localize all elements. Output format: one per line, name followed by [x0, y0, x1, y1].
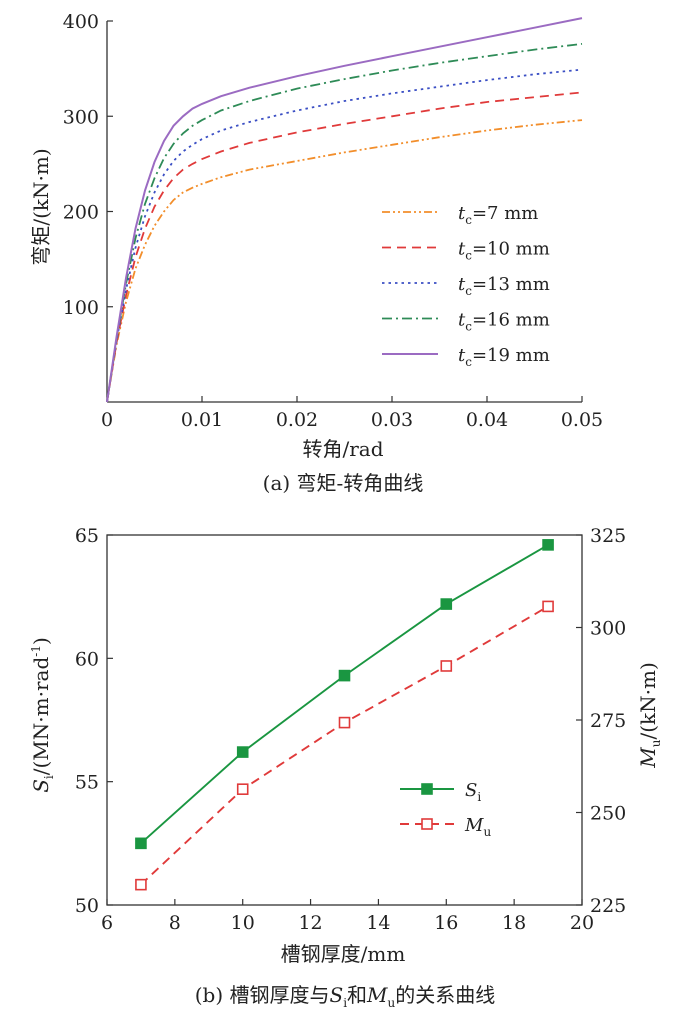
- x-tick-label: 0.02: [276, 409, 318, 431]
- chart-a-series: [106, 17, 583, 403]
- series-line-3: [106, 43, 583, 403]
- chart-a-x-tick-labels: 0 0.01 0.02 0.03 0.04 0.05: [101, 409, 603, 431]
- legend-marker-1: [421, 818, 433, 830]
- y-tick-label: 300: [63, 106, 99, 128]
- legend-subscript: c: [465, 284, 472, 298]
- legend-name: M: [464, 815, 484, 836]
- series-marker-1: [440, 660, 453, 672]
- left-tick-label: 55: [75, 772, 99, 794]
- legend-value: =16 mm: [472, 310, 550, 331]
- chart-b-series: [135, 539, 554, 891]
- x-tick-label: 0.03: [371, 409, 413, 431]
- legend-name: t: [458, 345, 466, 366]
- chart-a-y-axis-label: 弯矩/(kN·m): [29, 148, 53, 265]
- x-tick-label: 20: [570, 912, 594, 934]
- x-tick-label: 10: [231, 912, 255, 934]
- x-tick-label: 8: [169, 912, 181, 934]
- x-tick-label: 0.01: [181, 409, 223, 431]
- caption-b: (b) 槽钢厚度与Si和Mu的关系曲线: [195, 983, 496, 1010]
- series-marker-0: [338, 669, 351, 682]
- y-tick-label: 200: [63, 202, 99, 224]
- series-marker-0: [440, 598, 453, 610]
- legend-marker-0: [421, 783, 433, 795]
- legend-value: =13 mm: [472, 274, 550, 295]
- legend-label-4: tc=19 mm: [458, 345, 550, 369]
- legend-label-1: tc=10 mm: [458, 239, 550, 263]
- legend-value: =19 mm: [472, 345, 550, 366]
- y-tick-label: 400: [63, 11, 99, 33]
- right-tick-label: 250: [590, 803, 626, 825]
- chart-a-axes: [106, 20, 583, 403]
- chart-a-y-tick-labels: 100 200 300 400: [63, 11, 99, 319]
- legend-subscript: c: [465, 355, 472, 369]
- legend-label-3: tc=16 mm: [458, 310, 550, 334]
- chart-b-right-tick-labels: 225 250 275 300 325: [590, 525, 626, 917]
- legend-name: t: [458, 203, 466, 224]
- legend-value: =7 mm: [472, 203, 538, 224]
- legend-subscript: c: [465, 249, 472, 263]
- left-tick-label: 65: [75, 525, 99, 547]
- x-tick-label: 16: [434, 912, 458, 934]
- series-line-0: [106, 119, 583, 403]
- legend-label-0: Si: [465, 780, 481, 804]
- legend-label-0: tc=7 mm: [458, 203, 538, 227]
- chart-b-axes: [106, 534, 583, 906]
- chart-b-left-tick-labels: 50 55 60 65: [75, 525, 99, 917]
- chart-a: 0 0.01 0.02 0.03 0.04 0.05 100 200 300 400 转角/ra…: [29, 11, 603, 495]
- x-tick-label: 0.04: [466, 409, 508, 431]
- y-tick-label: 100: [63, 297, 99, 319]
- legend-name: t: [458, 239, 466, 260]
- legend-value: =10 mm: [472, 239, 550, 260]
- x-tick-label: 6: [101, 912, 113, 934]
- legend-name: t: [458, 310, 466, 331]
- series-marker-0: [542, 539, 554, 551]
- x-tick-label: 12: [298, 912, 322, 934]
- right-tick-label: 325: [590, 525, 626, 547]
- x-tick-label: 0: [101, 409, 113, 431]
- series-marker-1: [542, 600, 554, 613]
- series-line-0: [140, 544, 549, 845]
- chart-a-x-axis-label: 转角/rad: [302, 437, 383, 461]
- series-marker-1: [236, 783, 249, 795]
- legend-subscript: c: [465, 213, 472, 227]
- left-tick-label: 60: [75, 648, 99, 670]
- series-marker-1: [135, 878, 147, 891]
- series-line-1: [106, 91, 583, 403]
- legend-name: t: [458, 274, 466, 295]
- series-line-4: [106, 17, 583, 403]
- legend-subscript: u: [483, 825, 491, 839]
- x-tick-label: 18: [502, 912, 526, 934]
- legend-subscript: c: [465, 320, 472, 334]
- chart-b-right-axis-label: Mu/(kN·m): [636, 662, 663, 769]
- left-tick-label: 50: [75, 895, 99, 917]
- series-line-1: [140, 605, 549, 886]
- right-tick-label: 300: [590, 618, 626, 640]
- x-tick-label: 0.05: [561, 409, 603, 431]
- legend-label-2: tc=13 mm: [458, 274, 550, 298]
- chart-b-left-axis-label: Si/(MN·m·rad-1): [29, 637, 56, 793]
- right-tick-label: 275: [590, 710, 626, 732]
- chart-b-x-axis-label: 槽钢厚度/mm: [281, 942, 406, 966]
- caption-a: (a) 弯矩-转角曲线: [263, 471, 424, 495]
- chart-b-x-tick-labels: 6 8 10 12 14 16 18 20: [101, 912, 594, 934]
- right-tick-label: 225: [590, 895, 626, 917]
- legend-name: S: [465, 780, 477, 801]
- x-tick-label: 14: [366, 912, 390, 934]
- series-marker-0: [135, 837, 147, 850]
- legend-subscript: i: [477, 790, 481, 804]
- series-marker-0: [236, 746, 249, 758]
- legend-label-1: Mu: [464, 815, 491, 839]
- series-marker-1: [338, 716, 351, 729]
